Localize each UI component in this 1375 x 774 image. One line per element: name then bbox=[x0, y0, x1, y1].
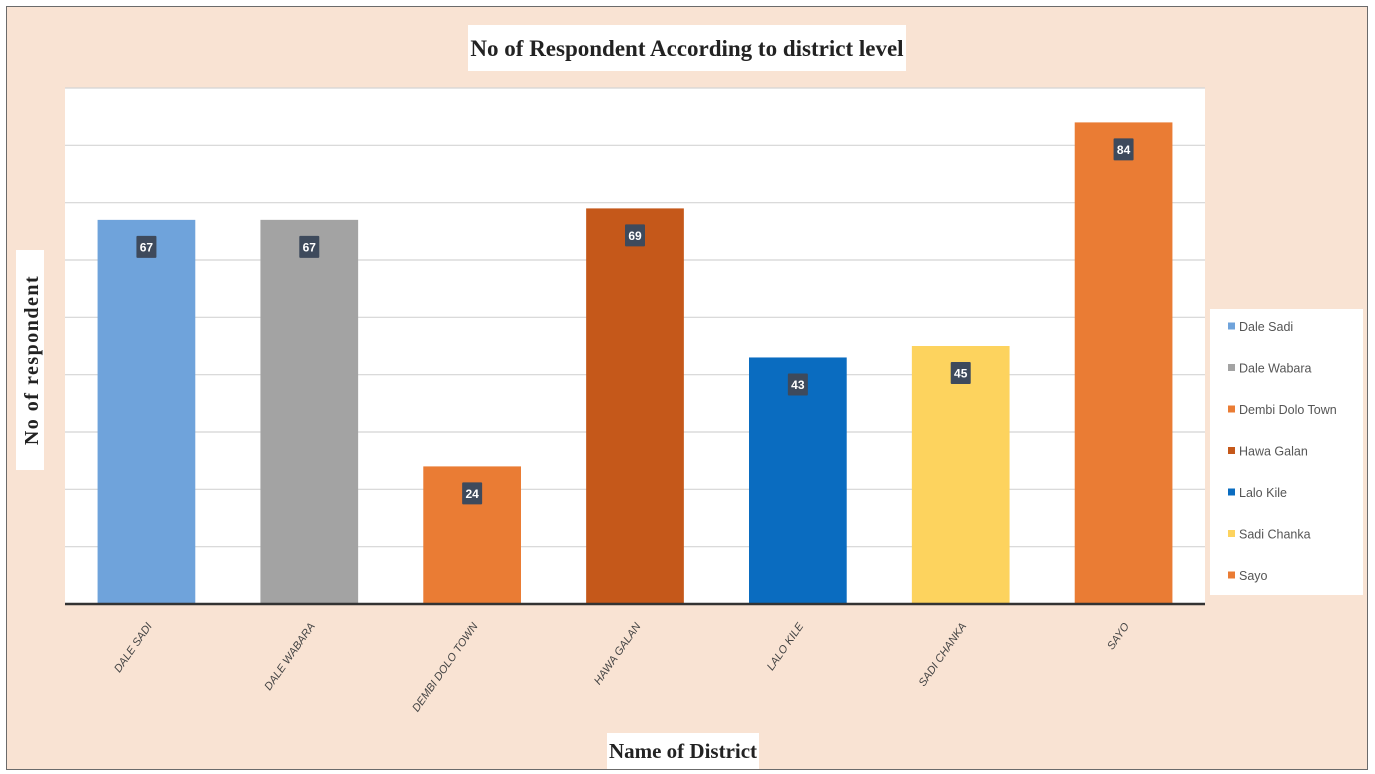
data-label-box bbox=[136, 235, 157, 258]
y-axis-title: No of respondent bbox=[21, 275, 43, 445]
legend-entry: Sadi Chanka bbox=[1239, 528, 1311, 542]
data-labels: 67 67 24 69 43 45 84 bbox=[136, 138, 1134, 505]
x-tick-labels: DALE SADI DALE WABARA DEMBI DOLO TOWN HAWA … bbox=[112, 620, 1132, 714]
legend-swatch bbox=[1228, 488, 1235, 496]
data-label: 67 bbox=[140, 240, 154, 254]
data-label-box bbox=[625, 224, 645, 247]
legend-swatch bbox=[1228, 405, 1235, 413]
data-label-box bbox=[1113, 138, 1134, 161]
data-label: 67 bbox=[303, 240, 317, 254]
x-tick-label: LALO KILE bbox=[765, 620, 807, 673]
legend-swatch bbox=[1228, 447, 1235, 454]
x-axis-title: Name of District bbox=[609, 739, 757, 763]
data-label-box bbox=[462, 482, 483, 505]
data-label: 24 bbox=[465, 487, 479, 501]
legend-entry: Dale Wabara bbox=[1239, 362, 1312, 376]
legend-swatch bbox=[1228, 322, 1235, 330]
x-tick-label: SAYO bbox=[1105, 620, 1132, 652]
title-box bbox=[468, 25, 906, 71]
x-tick-label: DALE WABARA bbox=[262, 621, 317, 693]
x-tick-label: DEMBI DOLO TOWN bbox=[410, 621, 480, 714]
legend-swatch bbox=[1228, 530, 1235, 537]
legend-entry: Lalo Kile bbox=[1239, 486, 1287, 500]
legend-swatch bbox=[1228, 571, 1235, 579]
bar-hawa-galan bbox=[586, 208, 684, 604]
legend-entry: Sayo bbox=[1239, 569, 1268, 583]
legend bbox=[1210, 309, 1363, 595]
bar-lalo-kile bbox=[749, 357, 847, 604]
bar-sayo bbox=[1074, 122, 1173, 605]
x-tick-label: SADI CHANKA bbox=[917, 621, 970, 689]
legend-swatch bbox=[1228, 364, 1235, 371]
bars bbox=[97, 122, 1173, 605]
x-tick-label: DALE SADI bbox=[112, 621, 155, 675]
x-title-box bbox=[607, 733, 759, 769]
chart-title: No of Respondent According to district l… bbox=[470, 36, 903, 61]
x-tick-label: HAWA GALAN bbox=[592, 621, 643, 687]
data-label: 43 bbox=[791, 378, 805, 392]
legend-entry: Dembi Dolo Town bbox=[1239, 403, 1337, 417]
data-label-box bbox=[950, 362, 971, 384]
data-label: 45 bbox=[954, 367, 968, 381]
data-label-box bbox=[299, 235, 320, 258]
legend-items: Dale Sadi Dale Wabara Dembi Dolo Town Hawa … bbox=[1228, 320, 1337, 583]
bar-dale-sadi bbox=[97, 219, 196, 604]
data-label-box bbox=[787, 373, 808, 396]
legend-entry: Dale Sadi bbox=[1239, 320, 1293, 334]
bar-sadi-chanka bbox=[911, 346, 1010, 604]
data-label: 69 bbox=[628, 229, 642, 243]
y-title-box bbox=[16, 250, 44, 470]
data-label: 84 bbox=[1117, 143, 1131, 157]
legend-entry: Hawa Galan bbox=[1239, 445, 1308, 459]
bar-dale-wabara bbox=[260, 219, 359, 604]
